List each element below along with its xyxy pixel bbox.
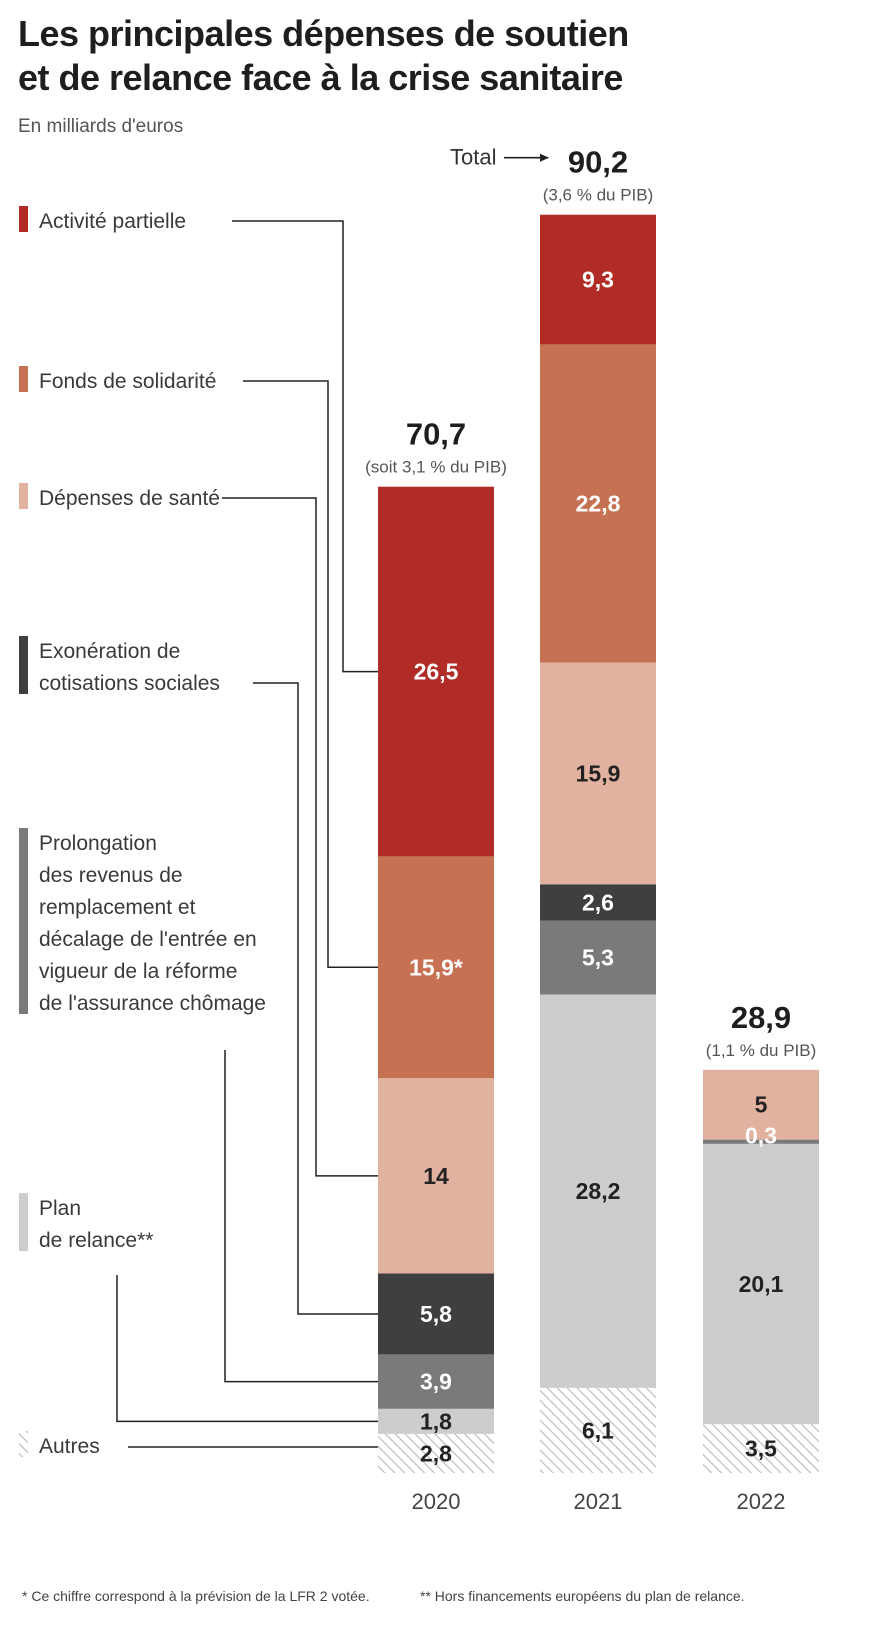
connector-plan-relance xyxy=(116,1275,393,1426)
total-note-2022: (1,1 % du PIB) xyxy=(706,1041,817,1060)
legend-label-prolongation-line-2: des revenus de xyxy=(39,864,183,887)
data-label-fonds-solidarite-2021: 22,8 xyxy=(576,491,621,517)
chart-subtitle: En milliards d'euros xyxy=(18,116,184,137)
bar-autres-2021 xyxy=(540,1387,656,1473)
legend-label-prolongation-line-1: Prolongation xyxy=(39,832,157,855)
bar-fonds-solidarite-2021 xyxy=(540,344,656,663)
data-label-sante-2020: 14 xyxy=(423,1163,449,1189)
legend-label-exoneration-line-1: Exonération de xyxy=(39,640,180,663)
bar-exoneration-2020 xyxy=(378,1273,494,1355)
data-label-activite-partielle-2020: 26,5 xyxy=(414,659,459,685)
x-tick-label-2020: 2020 xyxy=(412,1489,461,1514)
data-label-prolongation-2022: 0,3 xyxy=(745,1123,777,1149)
total-note-2021: (3,6 % du PIB) xyxy=(543,186,654,205)
total-note-2020: (soit 3,1 % du PIB) xyxy=(365,458,507,477)
connector-exoneration xyxy=(253,682,393,1318)
total-value-2020: 70,7 xyxy=(406,417,466,452)
bar-autres-2022 xyxy=(703,1424,819,1473)
data-label-plan-relance-2021: 28,2 xyxy=(576,1178,621,1204)
bar-fonds-solidarite-2020 xyxy=(378,856,494,1079)
footnote-left: * Ce chiffre correspond à la prévision d… xyxy=(22,1588,370,1604)
data-label-sante-2021: 15,9 xyxy=(576,760,621,786)
legend-swatch-plan-relance xyxy=(19,1193,28,1251)
data-label-plan-relance-2020: 1,8 xyxy=(420,1408,452,1434)
legend-label-exoneration-line-2: cotisations sociales xyxy=(39,672,220,695)
stacked-bar-chart: Activité partielle Fonds de solidarité Dép… xyxy=(19,145,819,1514)
legend-swatch-autres xyxy=(19,1431,28,1457)
bar-sante-2020 xyxy=(378,1078,494,1274)
bar-plan-relance-2021 xyxy=(540,994,656,1388)
connector-fonds-solidarite xyxy=(243,380,393,972)
bar-plan-relance-2022 xyxy=(703,1143,819,1425)
legend-swatch-sante xyxy=(19,483,28,509)
data-label-autres-2022: 3,5 xyxy=(745,1436,777,1462)
bar-autres-2020 xyxy=(378,1433,494,1473)
bar-prolongation-2022 xyxy=(703,1139,819,1144)
legend-label-activite-partielle-line-1: Activité partielle xyxy=(39,210,186,233)
legend-label-plan-relance-line-1: Plan xyxy=(39,1197,81,1220)
connector-sante xyxy=(222,497,393,1180)
chart-title-line-1: Les principales dépenses de soutien xyxy=(18,13,629,54)
legend-label-prolongation-line-4: décalage de l'entrée en xyxy=(39,928,257,951)
data-label-plan-relance-2022: 20,1 xyxy=(739,1271,784,1297)
legend-label-autres-line-1: Autres xyxy=(39,1435,100,1458)
bar-sante-2022 xyxy=(703,1069,819,1140)
data-label-prolongation-2020: 3,9 xyxy=(420,1369,452,1395)
data-label-activite-partielle-2021: 9,3 xyxy=(582,267,614,293)
data-label-autres-2021: 6,1 xyxy=(582,1418,614,1444)
bar-sante-2021 xyxy=(540,662,656,885)
chart-title-line-2: et de relance face à la crise sanitaire xyxy=(18,57,623,98)
data-label-prolongation-2021: 5,3 xyxy=(582,945,614,971)
legend-label-prolongation-line-3: remplacement et xyxy=(39,896,196,919)
footnote-right: ** Hors financements européens du plan d… xyxy=(420,1588,745,1604)
bar-prolongation-2020 xyxy=(378,1354,494,1409)
legend-swatch-activite-partielle xyxy=(19,206,28,232)
data-label-fonds-solidarite-2020: 15,9* xyxy=(409,954,463,980)
legend-label-fonds-solidarite-line-1: Fonds de solidarité xyxy=(39,370,216,393)
bar-prolongation-2021 xyxy=(540,920,656,995)
data-label-exoneration-2020: 5,8 xyxy=(420,1301,452,1327)
total-value-2021: 90,2 xyxy=(568,145,628,180)
total-prefix-label: Total xyxy=(450,145,496,170)
x-tick-label-2022: 2022 xyxy=(737,1489,786,1514)
legend-label-prolongation-line-5: vigueur de la réforme xyxy=(39,960,237,983)
total-value-2022: 28,9 xyxy=(731,1000,791,1035)
legend-label-prolongation-line-6: de l'assurance chômage xyxy=(39,992,266,1015)
legend-label-sante-line-1: Dépenses de santé xyxy=(39,487,220,510)
bar-plan-relance-2020 xyxy=(378,1408,494,1434)
legend-swatch-fonds-solidarite xyxy=(19,366,28,392)
legend-label-plan-relance-line-2: de relance** xyxy=(39,1229,153,1252)
legend-swatch-exoneration xyxy=(19,636,28,694)
data-label-autres-2020: 2,8 xyxy=(420,1441,452,1467)
connector-activite-partielle xyxy=(232,220,393,676)
bar-activite-partielle-2020 xyxy=(378,486,494,857)
legend-swatch-prolongation xyxy=(19,828,28,1014)
data-label-exoneration-2021: 2,6 xyxy=(582,889,614,915)
connector-prolongation xyxy=(224,1050,393,1386)
bar-exoneration-2021 xyxy=(540,884,656,921)
bar-activite-partielle-2021 xyxy=(540,214,656,345)
chart-title: Les principales dépenses de soutien et d… xyxy=(18,12,858,100)
data-label-sante-2022: 5 xyxy=(755,1092,768,1118)
x-tick-label-2021: 2021 xyxy=(574,1489,623,1514)
